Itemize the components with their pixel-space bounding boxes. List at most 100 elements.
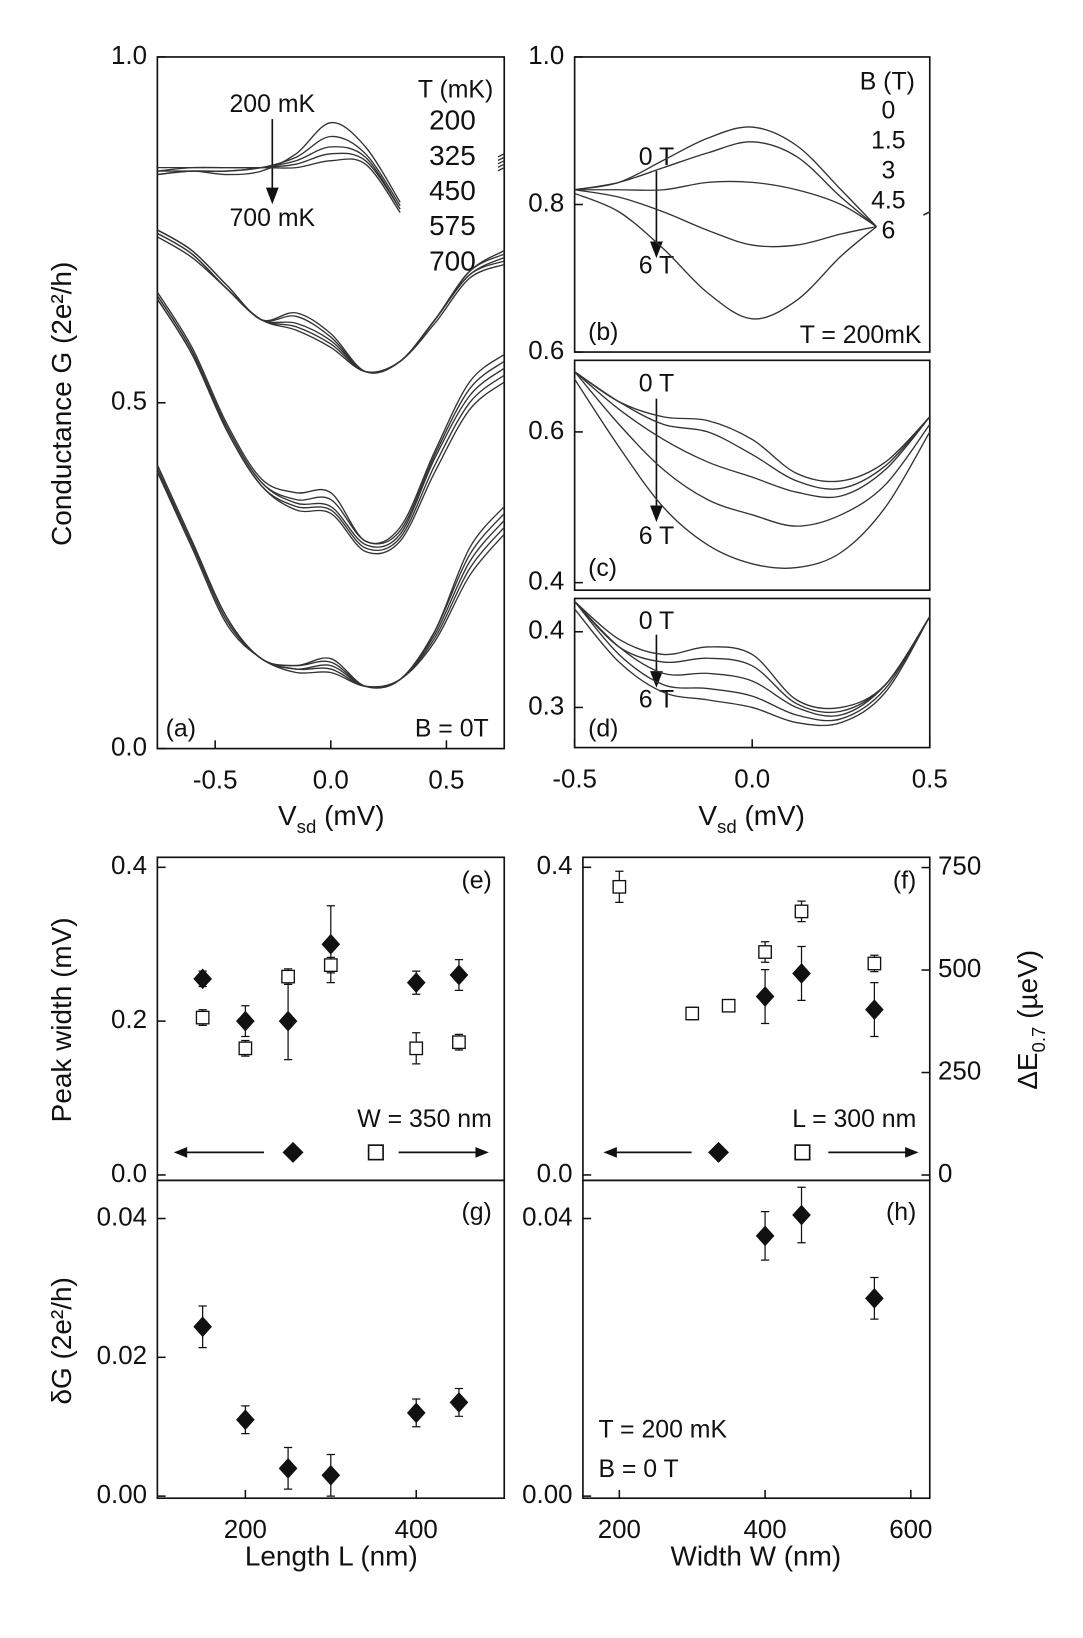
axis-label-part: (mV)	[316, 800, 384, 831]
curve	[156, 471, 505, 688]
curve	[156, 464, 505, 689]
y-tick-label: 0.04	[522, 1203, 572, 1231]
annotation: (c)	[588, 555, 617, 582]
diamond-marker	[278, 1010, 298, 1032]
y-tick-label: 0.0	[537, 1160, 573, 1188]
axis-label: Peak width (mV)	[47, 917, 78, 1122]
square-marker	[867, 956, 882, 971]
annotation: 0 T	[639, 371, 674, 398]
axis-label-part: δG (2e²/h)	[47, 1277, 78, 1404]
y-tick-label: 0.0	[111, 733, 147, 761]
annotation: 6 T	[639, 687, 674, 714]
y-tick-label: 0.6	[528, 417, 564, 445]
legend-entry: 1.5	[871, 127, 906, 154]
legend-entry: 200	[429, 105, 476, 136]
arrow-head	[475, 1147, 489, 1158]
diamond-marker	[236, 1409, 255, 1431]
y-tick-label: 0.8	[528, 189, 564, 217]
y-tick-label: 0.3	[528, 692, 564, 720]
x-tick-label: 200	[598, 1516, 641, 1544]
legend-diamond	[708, 1141, 730, 1163]
curve	[574, 378, 931, 569]
curve	[156, 291, 505, 545]
y2-tick-label: 0	[938, 1160, 952, 1188]
square-marker	[238, 1041, 253, 1056]
annotation: (d)	[588, 716, 618, 743]
axis-label-part: Length L (nm)	[245, 1541, 418, 1572]
annotation: (a)	[166, 716, 196, 743]
axis-label: Length L (nm)	[245, 1541, 418, 1572]
square-marker	[685, 1006, 700, 1021]
arrow-head	[905, 1147, 919, 1158]
x-tick-label: 400	[395, 1516, 438, 1544]
annotation: L = 300 nm	[792, 1106, 916, 1133]
axis-label-part: (µeV)	[1013, 950, 1044, 1027]
y-tick-label: 0.02	[97, 1342, 147, 1370]
x-tick-label: 400	[743, 1516, 786, 1544]
arrow-head	[650, 505, 663, 523]
curve	[156, 298, 505, 555]
diamond-marker	[449, 964, 469, 986]
curve	[157, 146, 505, 210]
square-marker	[323, 958, 338, 973]
curve	[156, 295, 505, 548]
axis-label-part: Width W (nm)	[670, 1541, 841, 1572]
y-tick-label: 0.0	[111, 1160, 147, 1188]
y-tick-label: 0.6	[528, 337, 564, 365]
curve	[574, 371, 931, 527]
legend-entry: 6	[881, 218, 895, 245]
axis-label: Conductance G (2e²/h)	[47, 262, 78, 546]
curve	[574, 608, 931, 727]
legend-square	[794, 1144, 811, 1161]
x-tick-label: 0.0	[313, 767, 349, 795]
diamond-marker	[193, 968, 212, 990]
square-marker	[721, 998, 736, 1013]
diamond-marker	[278, 1458, 298, 1479]
arrows	[173, 119, 919, 1163]
curve	[157, 158, 505, 213]
y-tick-label: 1.0	[111, 42, 147, 70]
diamond-marker	[792, 963, 811, 984]
axis-label: Width W (nm)	[670, 1541, 841, 1572]
axis-label-part: V	[698, 800, 717, 831]
square-marker	[612, 879, 627, 894]
curve	[574, 371, 931, 483]
legend-title: T (mK)	[418, 77, 493, 104]
axis-label-part: ΔE	[1013, 1052, 1044, 1089]
plot-frame	[573, 597, 931, 749]
curve	[574, 371, 931, 490]
square-marker	[195, 1010, 210, 1025]
curve	[574, 601, 931, 722]
square-marker	[452, 1035, 466, 1050]
y2-tick-label: 250	[938, 1057, 981, 1085]
y-tick-label: 1.0	[528, 42, 564, 70]
legend-entry: 450	[429, 175, 476, 206]
diamond-marker	[406, 972, 426, 994]
x-tick-label: 600	[889, 1516, 932, 1544]
legend-entry: 700	[429, 245, 476, 276]
curve	[157, 236, 505, 373]
legend-square	[367, 1144, 384, 1161]
axis-label: δG (2e²/h)	[47, 1277, 78, 1404]
curve	[156, 468, 505, 689]
axis-label-part: Peak width (mV)	[47, 917, 78, 1122]
annotation: 0 T	[639, 608, 674, 635]
x-tick-label: -0.5	[552, 766, 597, 794]
curve	[574, 192, 931, 320]
arrow-head	[603, 1147, 617, 1158]
y-tick-label: 0.4	[528, 567, 564, 595]
annotation: W = 350 nm	[357, 1106, 492, 1133]
annotation: 6 T	[639, 253, 674, 280]
x-tick-label: 0.5	[428, 767, 464, 795]
diamond-marker	[755, 1225, 775, 1247]
y2-tick-label: 500	[938, 955, 981, 983]
square-marker	[794, 904, 809, 919]
plot-frame	[573, 359, 931, 592]
annotation: 6 T	[639, 523, 674, 550]
curve	[156, 471, 505, 688]
annotation: (g)	[461, 1199, 491, 1226]
annotation: B = 0 T	[598, 1456, 678, 1483]
x-tick-label: -0.5	[193, 767, 238, 795]
axis-label-part: (mV)	[737, 800, 805, 831]
